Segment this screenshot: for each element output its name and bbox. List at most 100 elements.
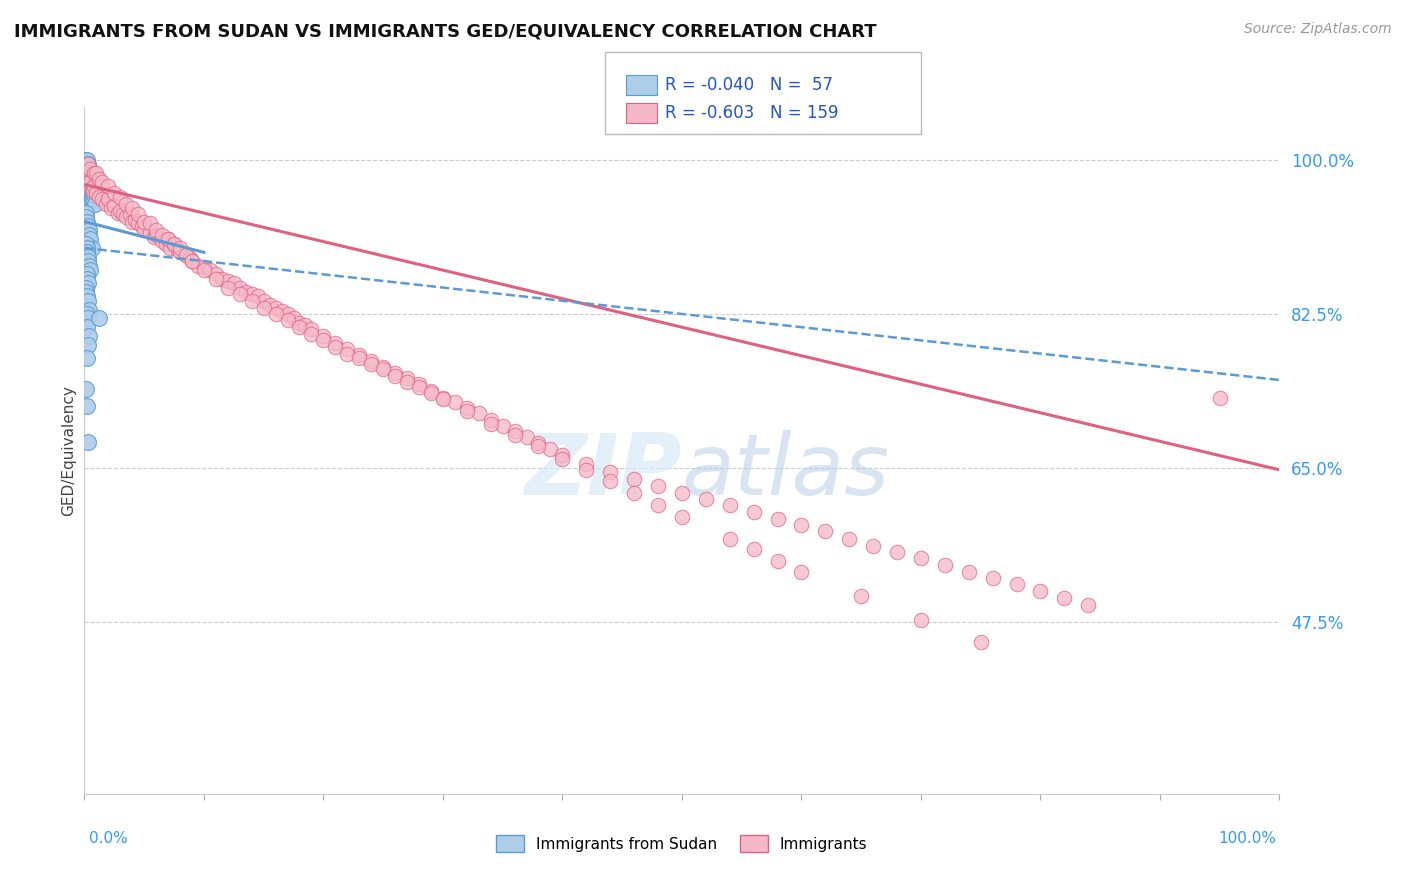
Text: R = -0.603   N = 159: R = -0.603 N = 159 — [665, 104, 838, 122]
Point — [83, 188, 105, 202]
Point — [80, 241, 103, 255]
Point — [77, 157, 100, 171]
Point — [229, 280, 252, 294]
Point — [145, 227, 167, 242]
Point — [75, 382, 97, 396]
Point — [1077, 598, 1099, 612]
Point — [79, 232, 101, 246]
Point — [527, 436, 550, 450]
Point — [110, 190, 132, 204]
Point — [599, 466, 621, 480]
Point — [76, 161, 98, 176]
Point — [246, 289, 269, 303]
Point — [647, 478, 669, 492]
Point — [181, 254, 204, 268]
Point — [127, 207, 149, 221]
Point — [110, 203, 132, 218]
Point — [118, 207, 141, 221]
Point — [76, 307, 98, 321]
Point — [288, 320, 311, 334]
Point — [910, 613, 932, 627]
Point — [814, 524, 837, 539]
Point — [75, 236, 97, 251]
Point — [420, 386, 443, 401]
Point — [75, 153, 97, 167]
Point — [77, 188, 100, 202]
Point — [851, 589, 873, 603]
Point — [174, 248, 197, 262]
Text: 0.0%: 0.0% — [89, 831, 128, 846]
Legend: Immigrants from Sudan, Immigrants: Immigrants from Sudan, Immigrants — [491, 829, 873, 858]
Point — [145, 223, 167, 237]
Point — [193, 263, 215, 277]
Point — [408, 380, 430, 394]
Point — [408, 377, 430, 392]
Point — [623, 472, 645, 486]
Point — [77, 311, 100, 326]
Point — [1029, 584, 1052, 599]
Point — [77, 254, 100, 268]
Point — [838, 532, 860, 546]
Point — [77, 227, 100, 242]
Point — [79, 179, 101, 194]
Y-axis label: GED/Equivalency: GED/Equivalency — [60, 385, 76, 516]
Point — [142, 230, 165, 244]
Point — [301, 327, 323, 342]
Point — [503, 424, 526, 438]
Point — [75, 285, 97, 299]
Point — [277, 313, 299, 327]
Point — [75, 210, 97, 224]
Point — [468, 407, 491, 421]
Point — [790, 565, 813, 579]
Point — [671, 509, 693, 524]
Point — [97, 179, 120, 194]
Point — [671, 485, 693, 500]
Point — [235, 285, 257, 299]
Point — [259, 298, 281, 312]
Point — [79, 263, 101, 277]
Point — [384, 368, 406, 383]
Point — [718, 498, 741, 512]
Point — [87, 190, 110, 204]
Point — [77, 175, 100, 189]
Point — [957, 565, 980, 579]
Point — [187, 259, 209, 273]
Point — [503, 427, 526, 442]
Point — [270, 304, 292, 318]
Point — [217, 280, 239, 294]
Point — [492, 418, 515, 433]
Point — [253, 293, 276, 308]
Point — [336, 342, 359, 356]
Point — [432, 392, 454, 407]
Point — [623, 485, 645, 500]
Point — [94, 197, 117, 211]
Point — [742, 542, 765, 557]
Point — [157, 232, 180, 246]
Point — [886, 545, 908, 559]
Point — [139, 216, 162, 230]
Point — [264, 301, 287, 315]
Point — [193, 260, 215, 275]
Point — [373, 362, 395, 376]
Point — [87, 311, 110, 326]
Point — [396, 375, 419, 389]
Point — [79, 193, 101, 207]
Point — [540, 442, 562, 456]
Point — [77, 175, 100, 189]
Point — [264, 307, 287, 321]
Point — [349, 348, 371, 362]
Point — [76, 241, 98, 255]
Point — [77, 175, 100, 189]
Point — [84, 197, 107, 211]
Point — [163, 236, 186, 251]
Point — [444, 395, 467, 409]
Point — [970, 635, 993, 649]
Point — [83, 179, 105, 194]
Point — [115, 210, 138, 224]
Point — [111, 207, 134, 221]
Point — [166, 243, 188, 257]
Point — [77, 223, 100, 237]
Point — [599, 475, 621, 489]
Point — [107, 205, 129, 219]
Point — [86, 166, 108, 180]
